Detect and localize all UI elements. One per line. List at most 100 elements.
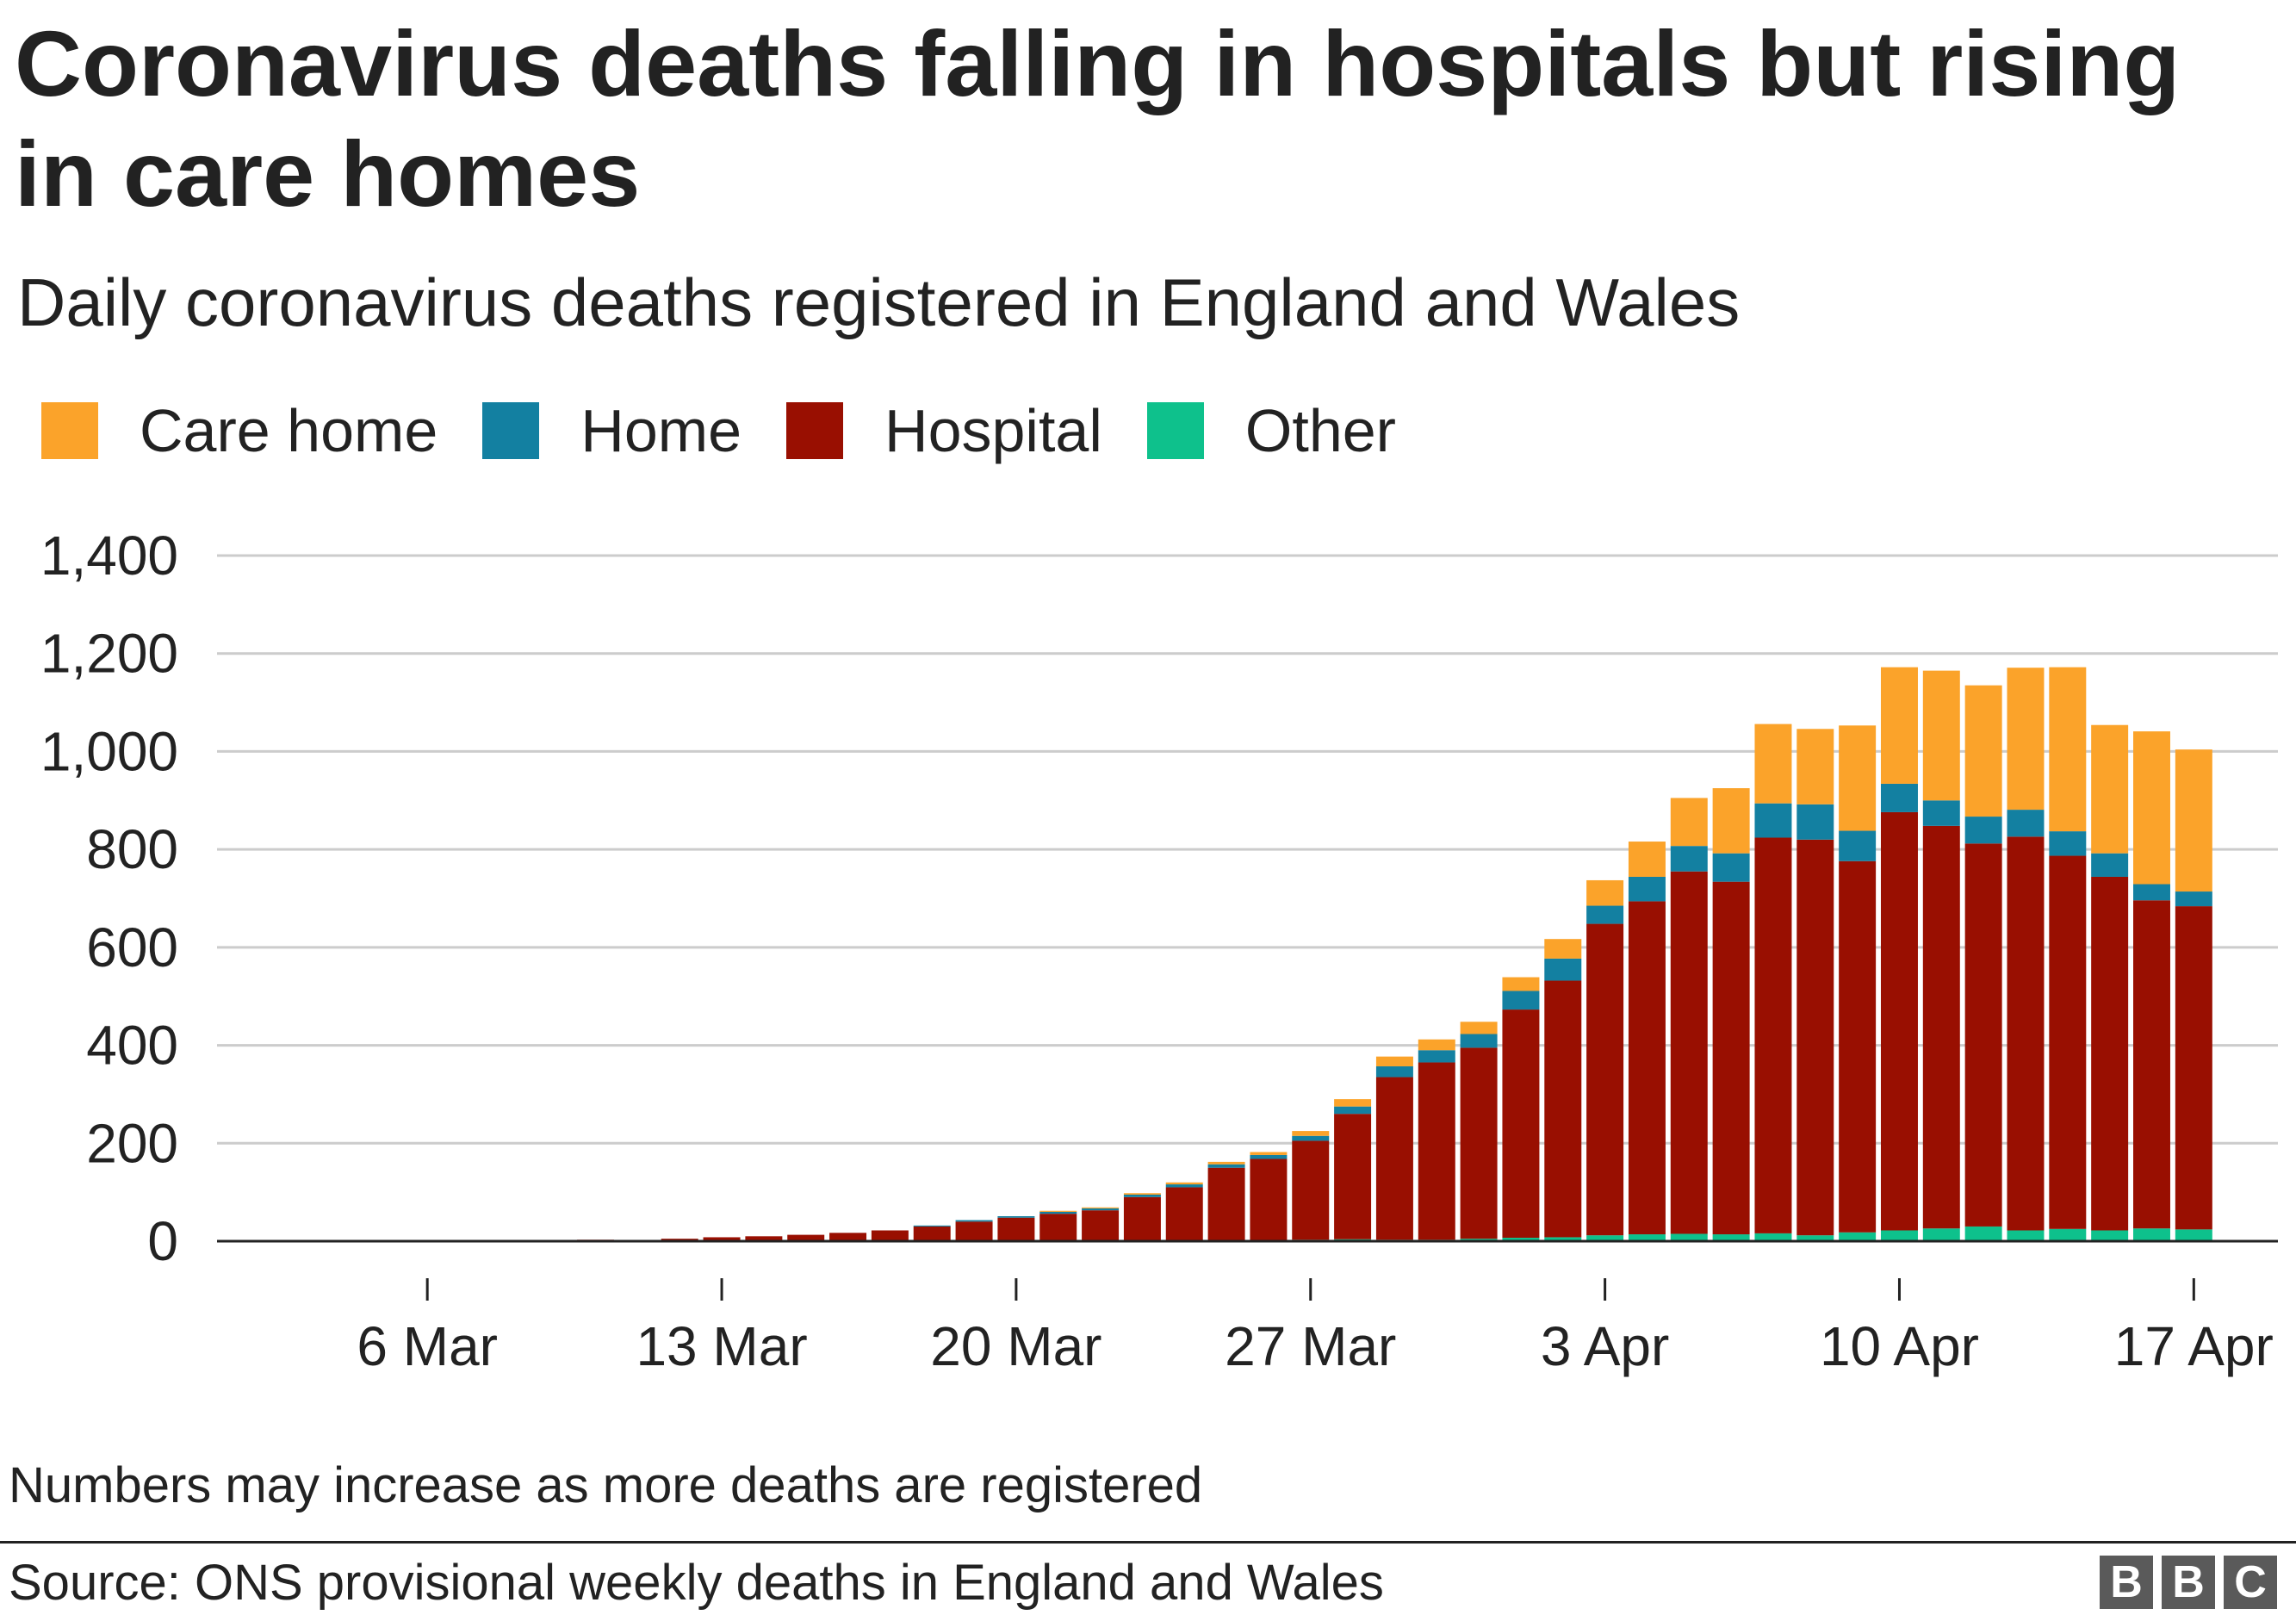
bbc-logo: B B C (2091, 1556, 2277, 1609)
bbc-logo-block: C (2224, 1556, 2277, 1609)
bar-segment-care-home (1964, 685, 2002, 817)
chart-legend: Care home Home Hospital Other (41, 396, 1441, 465)
bar-segment-home (997, 1216, 1035, 1218)
bar-segment-hospital (1082, 1210, 1120, 1241)
axes: 0 200 400 600 800 1,000 1,200 1,400 6 Mar 13 Mar 2… (40, 525, 2278, 1377)
bar-segment-other (2007, 1230, 2045, 1241)
bar-segment-home (1250, 1154, 1288, 1159)
bar-segment-hospital (1165, 1187, 1203, 1241)
bar-segment-home (1502, 991, 1540, 1010)
x-tick-label: 3 Apr (1541, 1315, 1669, 1377)
bar-segment-home (1796, 804, 1834, 840)
bar-segment-other (2133, 1228, 2170, 1241)
legend-swatch-home (482, 402, 540, 459)
bar-segment-other (1922, 1228, 1960, 1241)
bar-segment-home (1712, 853, 1750, 882)
bar-segment-care-home (2091, 724, 2129, 854)
bar-segment-home (1964, 817, 2002, 844)
bar-segment-other (2049, 1228, 2087, 1241)
bar-segment-care-home (1334, 1099, 1372, 1107)
y-tick-label: 1,200 (40, 623, 178, 685)
legend-label-other: Other (1244, 397, 1396, 464)
bar-segment-home (1207, 1164, 1245, 1168)
x-tick-label: 17 Apr (2114, 1315, 2274, 1377)
chart-subtitle: Daily coronavirus deaths registered in E… (17, 264, 1741, 340)
bar-segment-hospital (2091, 876, 2129, 1231)
bar-segment-home (913, 1225, 951, 1227)
bar-segment-hospital (1880, 811, 1918, 1231)
bar-segment-hospital (1796, 839, 1834, 1236)
bar-segment-hospital (1375, 1077, 1413, 1240)
bar-segment-hospital (2049, 855, 2087, 1229)
bar-segment-care-home (1502, 977, 1540, 991)
legend-swatch-hospital (786, 402, 844, 459)
bar-segment-home (1165, 1184, 1203, 1188)
bar-segment-other (1628, 1234, 1666, 1241)
bar-segment-hospital (1922, 825, 1960, 1229)
bar-segment-hospital (1207, 1167, 1245, 1240)
bar-segment-hospital (871, 1230, 909, 1241)
bar-segment-hospital (1712, 881, 1750, 1235)
bar-segment-care-home (1250, 1152, 1288, 1155)
bar-segment-care-home (1628, 842, 1666, 877)
bar-segment-home (1544, 958, 1582, 981)
bar-segment-other (1502, 1238, 1540, 1241)
bar-segment-home (1292, 1135, 1330, 1141)
bar-segment-hospital (1544, 980, 1582, 1238)
bar-segment-home (1586, 905, 1624, 924)
bar-segment-home (2049, 831, 2087, 856)
bar-segment-hospital (829, 1233, 867, 1241)
bar-segment-home (1922, 800, 1960, 826)
bar-segment-home (2133, 884, 2170, 901)
y-tick-label: 1,400 (40, 525, 178, 587)
y-tick-label: 600 (86, 916, 178, 978)
bar-segment-home (1754, 803, 1792, 838)
bar-segment-hospital (1039, 1214, 1077, 1241)
bar-segment-hospital (1628, 901, 1666, 1235)
bar-segment-hospital (1670, 871, 1708, 1234)
bar-segment-home (2175, 891, 2212, 907)
bar-series (493, 667, 2212, 1241)
legend-item-other: Other (1146, 396, 1396, 465)
bbc-logo-block: B (2162, 1556, 2215, 1609)
bar-segment-care-home (2175, 749, 2212, 892)
bar-segment-home (1082, 1208, 1120, 1211)
bar-segment-other (1964, 1226, 2002, 1241)
bar-segment-hospital (955, 1221, 993, 1241)
bar-segment-hospital (2007, 836, 2045, 1231)
bar-segment-other (1839, 1232, 1877, 1241)
bar-segment-other (2175, 1229, 2212, 1241)
bar-segment-hospital (703, 1237, 741, 1241)
bar-segment-care-home (2133, 731, 2170, 885)
bar-segment-home (1880, 783, 1918, 812)
bar-segment-home (1123, 1194, 1161, 1197)
bar-segment-hospital (787, 1234, 825, 1241)
legend-swatch-care-home (41, 402, 98, 459)
legend-item-hospital: Hospital (786, 396, 1102, 465)
bar-segment-home (955, 1220, 993, 1222)
bar-segment-care-home (1880, 667, 1918, 784)
y-tick-label: 400 (86, 1015, 178, 1077)
bar-segment-hospital (1460, 1047, 1498, 1239)
bar-segment-care-home (2049, 667, 2087, 832)
bar-segment-hospital (1754, 837, 1792, 1233)
bar-segment-other (1712, 1234, 1750, 1241)
bar-segment-other (1754, 1233, 1792, 1241)
legend-label-hospital: Hospital (884, 397, 1102, 464)
bar-segment-other (1586, 1235, 1624, 1241)
bar-segment-care-home (1754, 724, 1792, 804)
bar-segment-hospital (1292, 1140, 1330, 1240)
bar-segment-care-home (1922, 670, 1960, 801)
bar-segment-care-home (1039, 1210, 1077, 1212)
x-tick-label: 27 Mar (1225, 1315, 1396, 1377)
bar-segment-other (2091, 1230, 2129, 1241)
bar-segment-other (1796, 1235, 1834, 1241)
x-tick-label: 6 Mar (357, 1315, 498, 1377)
bar-segment-hospital (1123, 1196, 1161, 1241)
bar-segment-hospital (2133, 900, 2170, 1229)
bar-segment-hospital (1586, 923, 1624, 1236)
bar-segment-care-home (1165, 1182, 1203, 1185)
y-tick-label: 1,000 (40, 720, 178, 782)
bar-segment-other (1880, 1230, 1918, 1241)
bar-segment-home (1628, 876, 1666, 902)
